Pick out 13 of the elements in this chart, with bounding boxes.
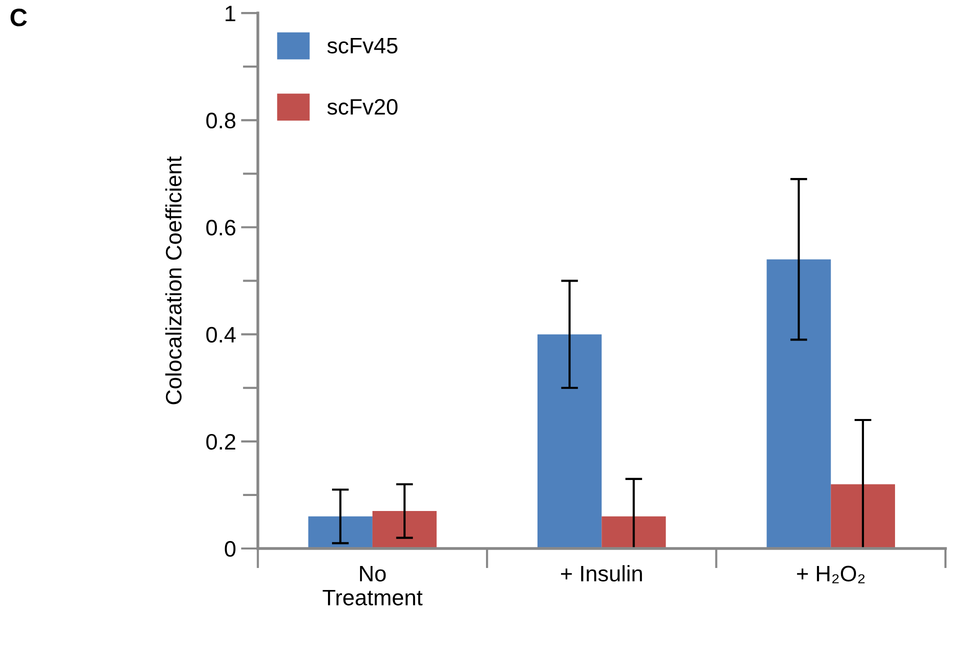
y-tick-label: 1 <box>226 6 236 22</box>
y-tick-label: 0.2 <box>206 434 236 450</box>
y-tick-label: 0.6 <box>206 220 236 236</box>
y-tick-label: 0 <box>224 541 236 557</box>
legend-label: scFv45 <box>327 38 398 54</box>
text: C <box>10 8 27 26</box>
legend-label: scFv20 <box>327 98 398 115</box>
y-axis-title: Colocalization Coefficient <box>165 156 182 404</box>
x-tick-label: No Treatment <box>322 566 423 606</box>
x-tick-label: + Insulin <box>561 565 642 582</box>
y-tick-label: 0.4 <box>206 326 236 343</box>
x-tick-label: + H₂O₂ <box>797 566 865 584</box>
y-tick-label: 0.8 <box>206 112 236 128</box>
